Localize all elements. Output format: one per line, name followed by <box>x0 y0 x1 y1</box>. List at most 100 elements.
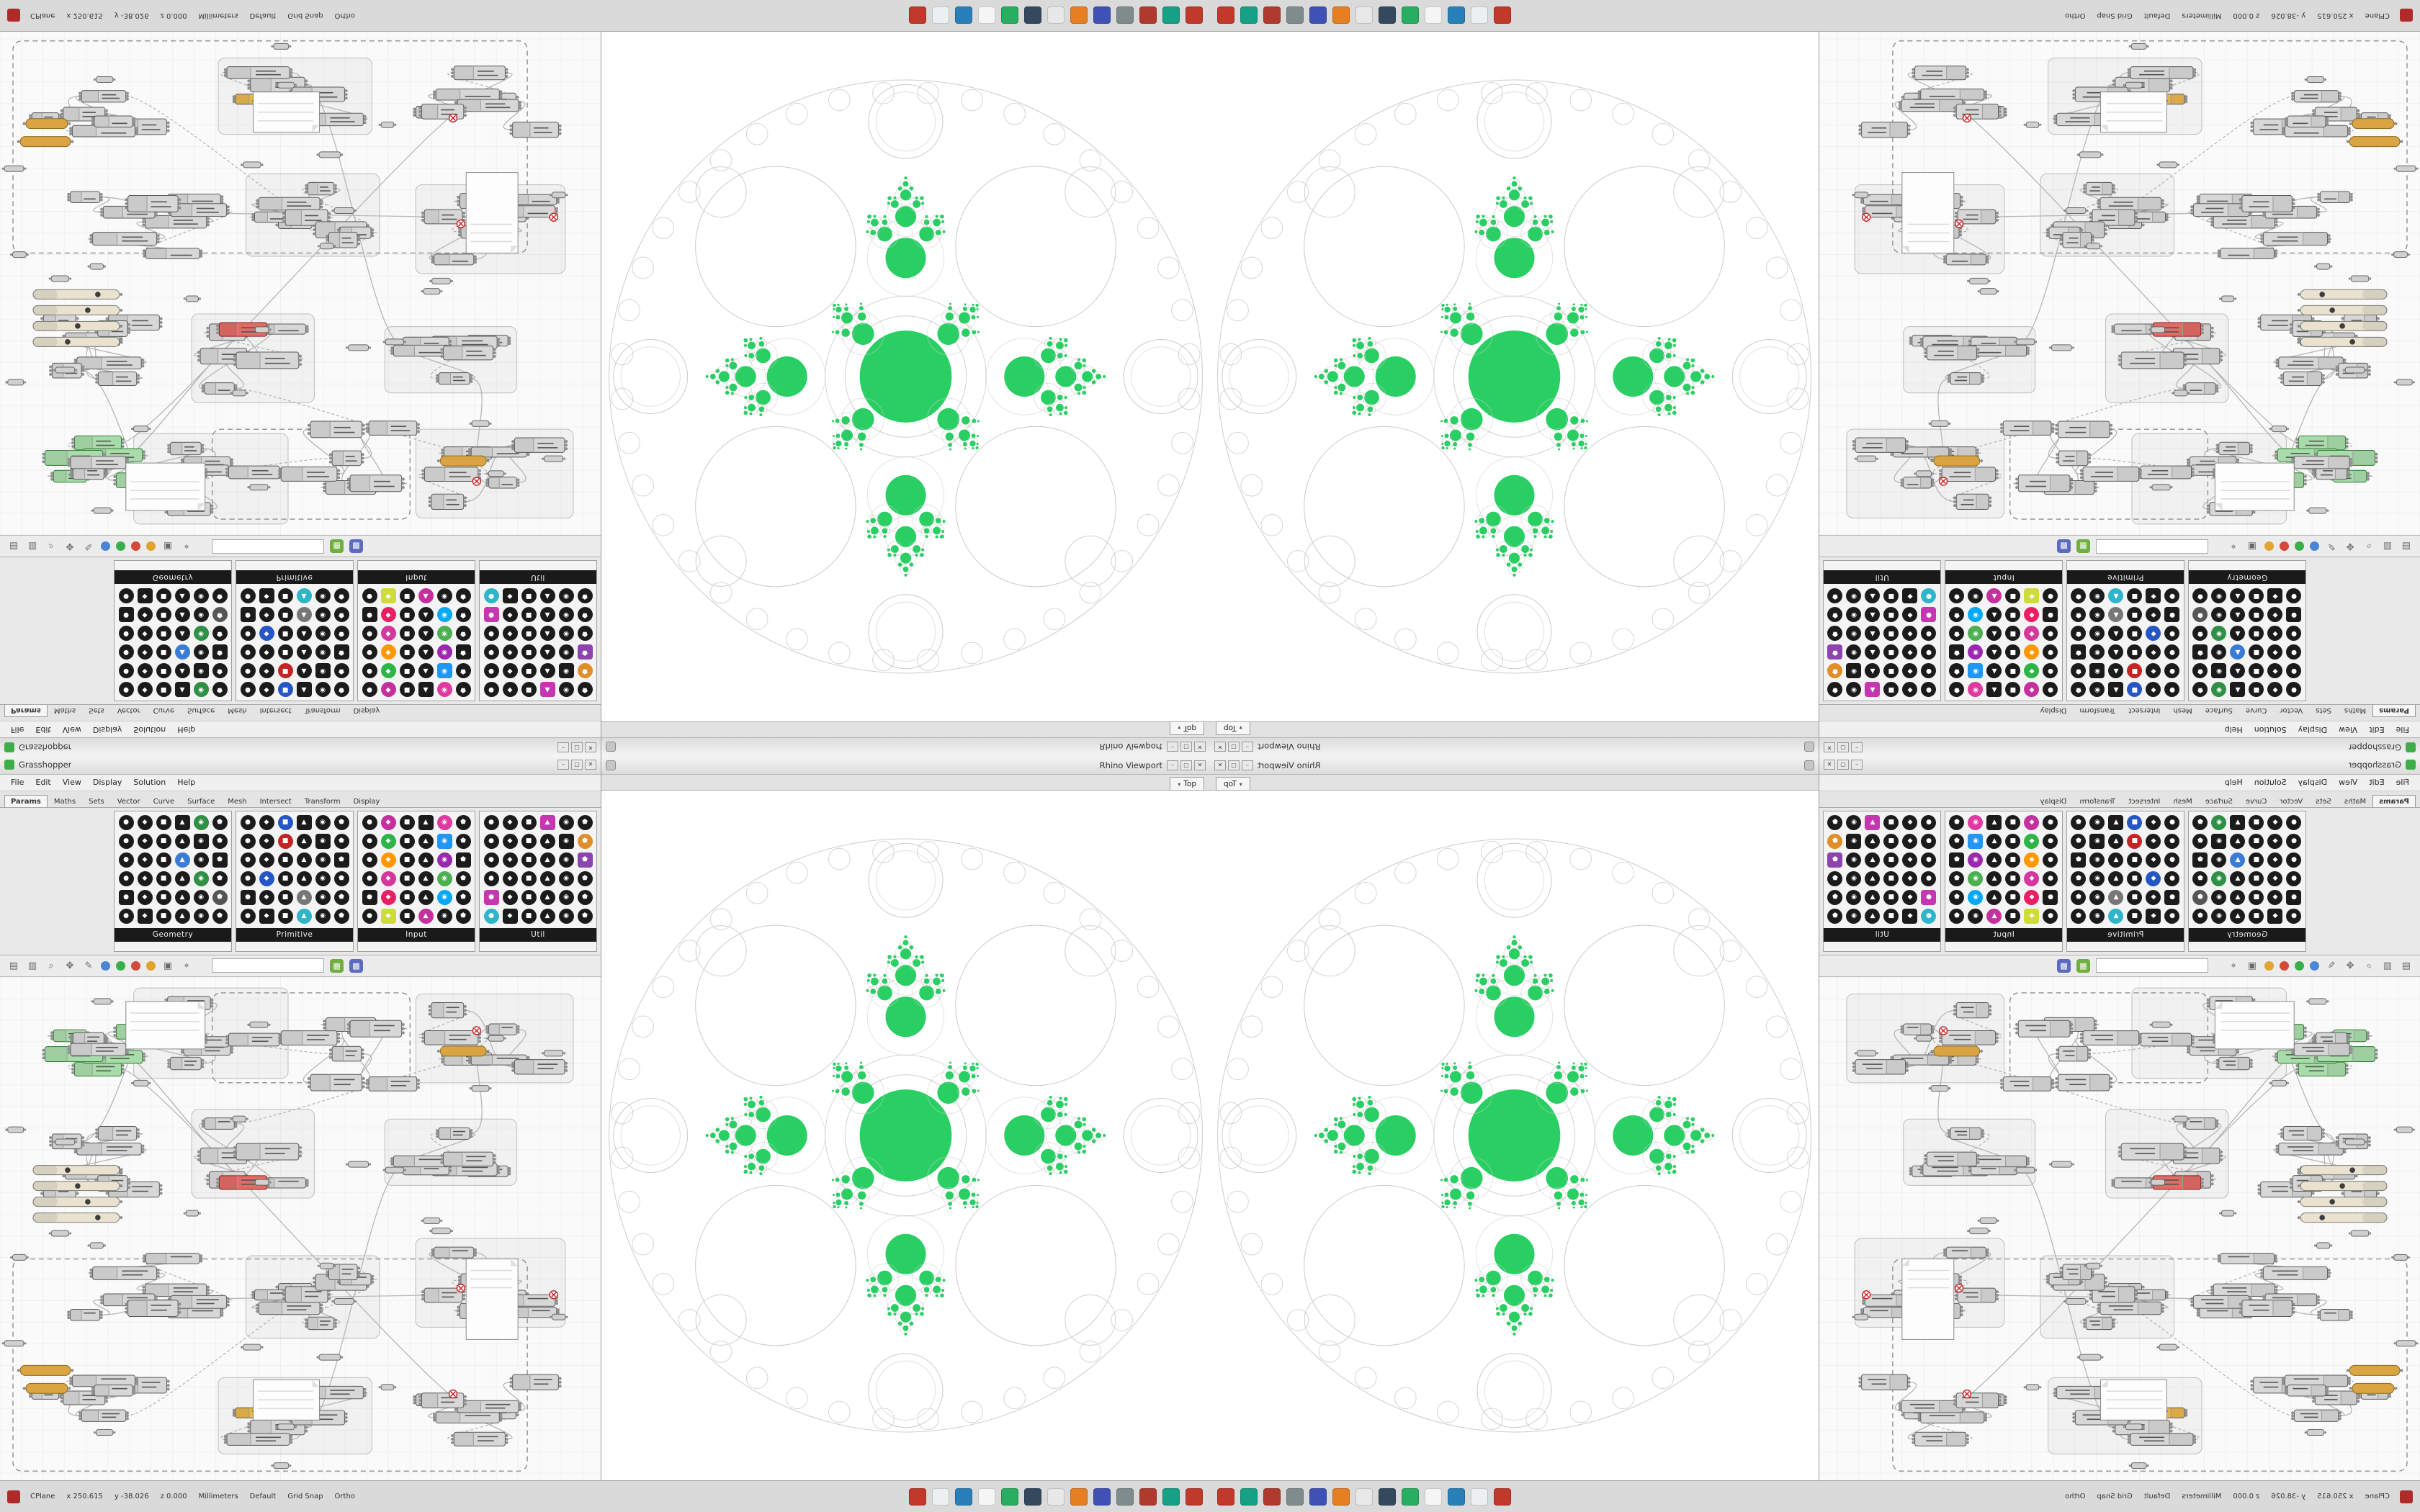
component-icon[interactable]: ▲ <box>174 606 190 622</box>
gh-component[interactable] <box>2304 76 2327 84</box>
component-icon[interactable]: ▲ <box>2108 662 2124 678</box>
tab-mesh[interactable]: Mesh <box>2173 706 2192 715</box>
gh-component[interactable] <box>469 420 492 428</box>
component-icon[interactable]: ◉ <box>436 644 452 660</box>
gh-component[interactable] <box>511 1058 568 1075</box>
component-icon[interactable]: ▲ <box>1865 625 1881 641</box>
tab-maths[interactable]: Maths <box>2344 706 2367 715</box>
gh-component[interactable] <box>421 209 466 225</box>
component-icon[interactable]: ▲ <box>539 644 555 660</box>
menu-item-view[interactable]: View <box>2339 724 2358 734</box>
component-icon[interactable]: ● <box>2286 625 2302 641</box>
gh-component[interactable] <box>71 1061 125 1076</box>
component-icon[interactable]: ■ <box>521 625 537 641</box>
menu-item-file[interactable]: File <box>11 724 24 734</box>
component-icon[interactable]: ▲ <box>1986 890 2002 906</box>
sketch-icon[interactable]: ✎ <box>84 541 93 552</box>
gh-component[interactable] <box>305 182 337 196</box>
maximize-button[interactable]: ▢ <box>1228 742 1240 752</box>
component-icon[interactable]: ▲ <box>539 625 555 641</box>
gh-component[interactable] <box>256 1301 323 1315</box>
menu-item-edit[interactable]: Edit <box>35 724 51 734</box>
component-icon[interactable]: ▲ <box>1986 909 2002 924</box>
gh-component[interactable] <box>326 232 361 248</box>
gh-component[interactable] <box>429 1228 453 1235</box>
component-icon[interactable]: ▲ <box>1865 588 1881 603</box>
component-icon[interactable]: ◉ <box>1968 681 1984 697</box>
gh-component[interactable] <box>1 1340 27 1347</box>
component-icon[interactable]: ◉ <box>2089 909 2105 924</box>
component-icon[interactable]: ■ <box>2127 681 2143 697</box>
gh-canvas[interactable] <box>0 31 601 536</box>
component-icon[interactable]: ◉ <box>436 890 452 906</box>
component-icon[interactable]: ● <box>118 871 134 887</box>
component-icon[interactable]: ◆ <box>2146 606 2161 622</box>
component-icon[interactable]: ⬟ <box>2192 662 2208 678</box>
component-icon[interactable]: ● <box>362 834 377 850</box>
close-button[interactable]: ✕ <box>585 760 596 770</box>
tab-intersect[interactable]: Intersect <box>2128 797 2161 806</box>
component-icon[interactable]: ◉ <box>2211 852 2227 868</box>
gh-component[interactable] <box>2260 1266 2331 1280</box>
gh-value-capsule[interactable] <box>436 455 490 467</box>
gh-component[interactable] <box>2280 372 2325 387</box>
canvas-settings-icon[interactable]: ▩ <box>349 539 363 554</box>
component-icon[interactable]: ▲ <box>1865 662 1881 678</box>
gh-component[interactable] <box>91 1384 136 1397</box>
component-icon[interactable]: ◉ <box>436 681 452 697</box>
gh-component[interactable] <box>2123 81 2145 89</box>
gh-component[interactable] <box>346 1161 372 1168</box>
gh-component[interactable] <box>93 76 116 84</box>
gh-slider[interactable] <box>2297 289 2388 300</box>
component-icon[interactable]: ● <box>118 909 134 924</box>
component-icon[interactable]: ⬟ <box>2192 681 2208 697</box>
gh-component[interactable] <box>2317 191 2353 204</box>
taskbar-app-icon[interactable] <box>1309 1488 1327 1506</box>
tab-params[interactable]: Params <box>4 705 48 718</box>
component-icon[interactable]: ▲ <box>174 871 190 887</box>
gh-component[interactable] <box>1858 122 1911 138</box>
component-icon[interactable]: ◉ <box>1846 909 1862 924</box>
component-icon[interactable]: ◉ <box>315 606 331 622</box>
component-icon[interactable]: ◉ <box>436 662 452 678</box>
component-icon[interactable]: ● <box>2286 852 2302 868</box>
component-icon[interactable]: ◉ <box>193 815 209 831</box>
component-icon[interactable]: ■ <box>156 644 171 660</box>
viewport-tab-top[interactable]: ▾ Top <box>1170 777 1204 790</box>
component-icon[interactable]: ⬟ <box>2071 852 2087 868</box>
component-icon[interactable]: ● <box>2043 644 2058 660</box>
gh-component[interactable] <box>87 263 107 270</box>
component-icon[interactable]: ◆ <box>259 588 274 603</box>
component-icon[interactable]: ■ <box>156 909 171 924</box>
component-icon[interactable]: ▲ <box>2230 662 2246 678</box>
component-icon[interactable]: ▲ <box>2108 909 2124 924</box>
component-icon[interactable]: ● <box>483 625 499 641</box>
component-icon[interactable]: ◉ <box>558 644 574 660</box>
component-icon[interactable]: ◆ <box>1902 852 1918 868</box>
gh-component[interactable] <box>252 326 272 333</box>
gh-component[interactable] <box>1900 477 1935 489</box>
component-icon[interactable]: ◉ <box>558 852 574 868</box>
gh-component[interactable] <box>2063 207 2089 215</box>
gh-component[interactable] <box>2335 1133 2371 1149</box>
component-icon[interactable]: ▲ <box>418 681 434 697</box>
component-icon[interactable]: ■ <box>399 815 415 831</box>
component-icon[interactable]: ■ <box>2005 625 2021 641</box>
gh-component[interactable] <box>2079 1030 2142 1045</box>
gh-component[interactable] <box>2083 1316 2115 1330</box>
taskbar-app-icon[interactable] <box>1379 6 1396 24</box>
component-icon[interactable]: ■ <box>1883 834 1899 850</box>
gh-component[interactable] <box>1924 1151 1980 1166</box>
component-icon[interactable]: ◆ <box>2146 815 2161 831</box>
component-icon[interactable]: ▲ <box>1986 644 2002 660</box>
gh-component[interactable] <box>93 1428 116 1436</box>
taskbar-app-icon[interactable] <box>1001 1488 1018 1506</box>
component-icon[interactable]: ◆ <box>1902 890 1918 906</box>
gh-component[interactable] <box>331 1297 357 1305</box>
component-icon[interactable]: ⬟ <box>2071 909 2087 924</box>
component-icon[interactable]: ● <box>2164 662 2180 678</box>
gh-component[interactable] <box>1898 99 1966 112</box>
gh-component[interactable] <box>78 1409 129 1422</box>
component-icon[interactable]: ⬟ <box>1827 644 1843 660</box>
gh-component[interactable] <box>1938 467 1999 482</box>
